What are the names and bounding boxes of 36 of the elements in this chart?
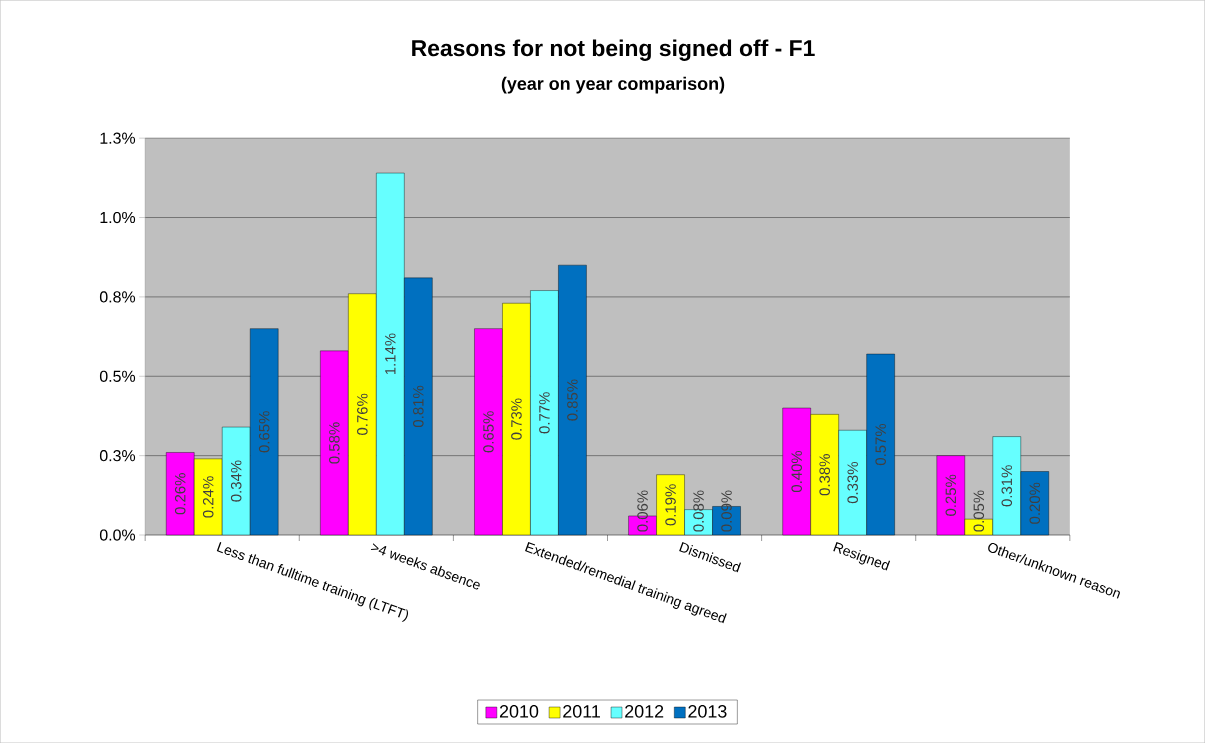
data-label: 0.38% — [819, 453, 830, 496]
data-label: 0.26% — [174, 473, 186, 515]
legend-label: 2012 — [625, 704, 664, 718]
data-label: 1.14% — [385, 333, 396, 375]
chart-subtitle: (year on year comparison) — [501, 76, 725, 94]
data-label: 0.19% — [665, 484, 676, 526]
data-label: 0.58% — [329, 422, 340, 464]
data-label: 0.40% — [791, 450, 802, 493]
data-label: 0.31% — [1001, 465, 1013, 507]
data-label: 0.65% — [258, 411, 270, 453]
y-tick-label: 1.0% — [100, 211, 136, 224]
data-label: 0.05% — [973, 490, 985, 532]
data-label: 0.24% — [202, 476, 214, 518]
data-label: 0.08% — [693, 490, 704, 532]
y-tick-label: 0.0% — [99, 529, 136, 541]
data-label: 0.73% — [511, 398, 522, 440]
data-label: 0.77% — [539, 392, 550, 434]
data-label: 0.65% — [483, 411, 494, 453]
data-label: 0.25% — [945, 474, 957, 516]
data-label: 0.85% — [567, 379, 578, 421]
legend-label: 2013 — [688, 704, 727, 718]
legend-label: 2011 — [563, 704, 600, 718]
data-label: 0.09% — [721, 490, 732, 532]
data-label: 0.06% — [637, 490, 648, 532]
chart-title: Reasons for not being signed off - F1 — [412, 39, 815, 61]
data-label: 0.33% — [847, 461, 858, 504]
data-label: 0.81% — [413, 385, 424, 427]
data-label: 0.20% — [1029, 482, 1041, 524]
data-label: 0.57% — [875, 423, 886, 466]
y-tick-label: 0.5% — [99, 370, 136, 382]
data-label: 0.34% — [230, 460, 242, 502]
y-tick-label: 1.3% — [100, 132, 136, 144]
y-tick-label: 0.3% — [99, 449, 136, 462]
y-tick-label: 0.8% — [99, 291, 136, 303]
legend-label: 2010 — [499, 704, 539, 718]
data-label: 0.76% — [357, 393, 368, 435]
